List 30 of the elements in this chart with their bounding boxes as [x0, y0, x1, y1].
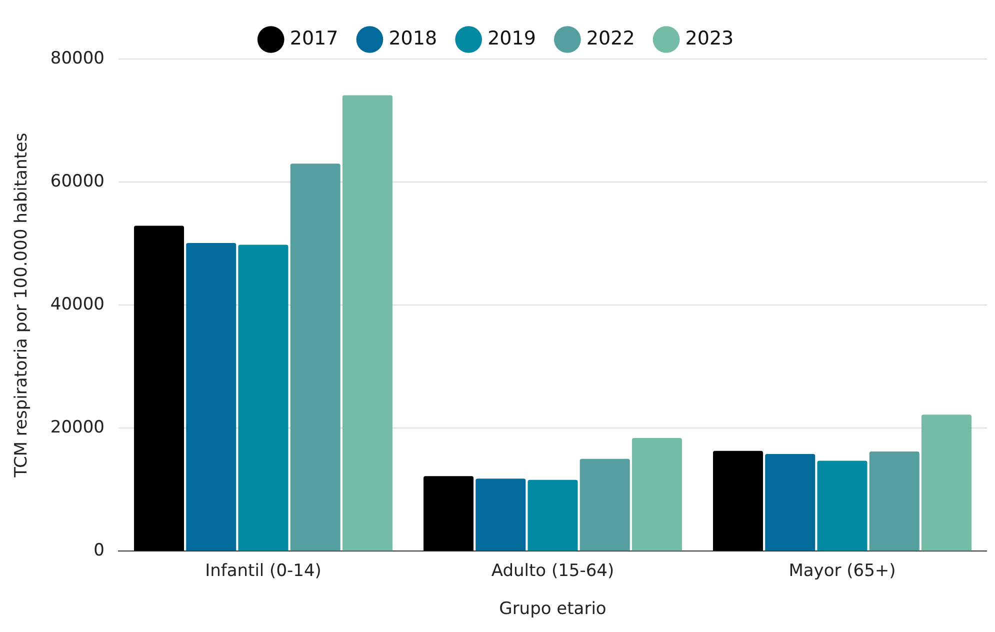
bar	[765, 454, 816, 551]
bar	[290, 164, 340, 551]
legend-label: 2017	[290, 27, 338, 50]
y-tick-label: 20000	[50, 418, 104, 438]
bar	[424, 476, 474, 551]
x-tick-label: Adulto (15-64)	[491, 560, 614, 581]
y-axis-title: TCM respiratoria por 100.000 habitantes	[12, 132, 32, 478]
x-tick-label: Infantil (0-14)	[205, 560, 322, 581]
legend-label: 2018	[388, 27, 438, 50]
y-tick-label: 0	[94, 540, 104, 561]
bar	[528, 480, 578, 551]
legend-label: 2022	[586, 27, 635, 50]
bar	[186, 242, 236, 551]
bar	[476, 478, 526, 551]
bar	[580, 458, 630, 551]
legend-label: 2023	[685, 27, 734, 50]
bar	[632, 438, 682, 551]
bar	[713, 450, 764, 551]
x-tick-label: Mayor (65+)	[788, 560, 896, 581]
bar	[869, 452, 920, 551]
bar	[921, 414, 972, 551]
bar	[817, 460, 868, 551]
x-axis-title: Grupo etario	[499, 599, 606, 620]
bar	[134, 226, 184, 551]
legend-label: 2019	[488, 27, 536, 50]
bar	[342, 95, 392, 551]
y-tick-label: 80000	[50, 48, 104, 68]
y-tick-label: 60000	[50, 171, 104, 192]
y-tick-label: 40000	[50, 294, 104, 315]
bar	[238, 244, 288, 551]
